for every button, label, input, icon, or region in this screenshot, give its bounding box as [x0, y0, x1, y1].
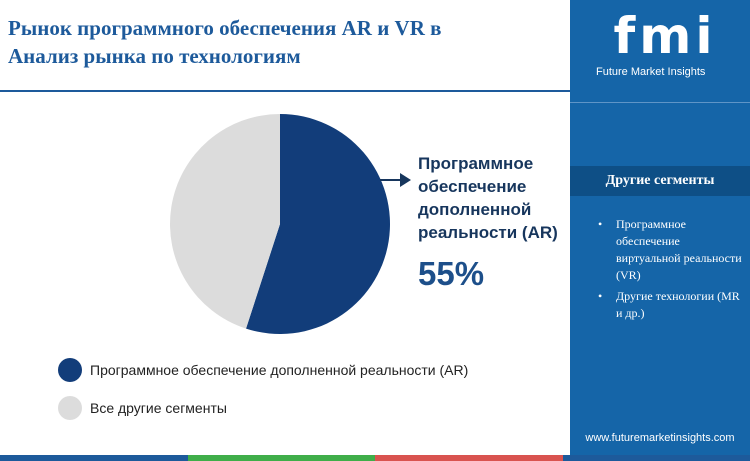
chart-legend: Программное обеспечение дополненной реал… — [58, 358, 468, 434]
title-line-1: Рынок программного обеспечения AR и VR в — [8, 16, 442, 40]
bullet-icon: • — [598, 289, 603, 303]
list-item: • Другие технологии (MR и др.) — [596, 288, 746, 322]
highlight-value: 55% — [418, 255, 485, 292]
legend-swatch-ar — [58, 358, 82, 382]
segment-text-vr: Программное обеспечение виртуальной реал… — [616, 217, 742, 282]
other-segments-header: Другие сегменты — [570, 166, 750, 196]
footer-stripe-1 — [0, 455, 188, 461]
footer-stripe-4 — [562, 455, 750, 461]
footer-stripe-3 — [375, 455, 563, 461]
callout-arrow-icon — [380, 173, 411, 187]
highlight-label: Программное обеспечение дополненной реал… — [418, 154, 558, 242]
page-title: Рынок программного обеспечения AR и VR в… — [8, 14, 548, 70]
footer-color-bar — [0, 455, 750, 461]
legend-label-other: Все другие сегменты — [90, 400, 227, 416]
legend-item-other: Все другие сегменты — [58, 396, 468, 420]
logo-subtitle: Future Market Insights — [596, 66, 706, 78]
pie-chart — [170, 114, 391, 334]
pie-slice-ar — [246, 114, 391, 334]
brand-sidebar: fmi Future Market Insights Другие сегмен… — [570, 0, 750, 461]
list-item: • Программное обеспечение виртуальной ре… — [596, 216, 746, 284]
title-divider — [0, 90, 570, 92]
legend-label-ar: Программное обеспечение дополненной реал… — [90, 362, 469, 378]
title-line-2: Анализ рынка по технологиям — [8, 44, 301, 68]
footer-stripe-2 — [187, 455, 375, 461]
other-segments-list: • Программное обеспечение виртуальной ре… — [596, 216, 746, 326]
legend-swatch-other — [58, 396, 82, 420]
bullet-icon: • — [598, 217, 603, 231]
segment-text-other: Другие технологии (MR и др.) — [616, 289, 740, 320]
pie-slice-other — [170, 114, 280, 329]
logo-mark: fmi — [613, 7, 717, 65]
fmi-logo: fmi Future Market Insights — [590, 8, 740, 78]
legend-item-ar: Программное обеспечение дополненной реал… — [58, 358, 468, 382]
sidebar-divider — [570, 102, 750, 103]
website-url[interactable]: www.futuremarketinsights.com — [585, 432, 735, 444]
